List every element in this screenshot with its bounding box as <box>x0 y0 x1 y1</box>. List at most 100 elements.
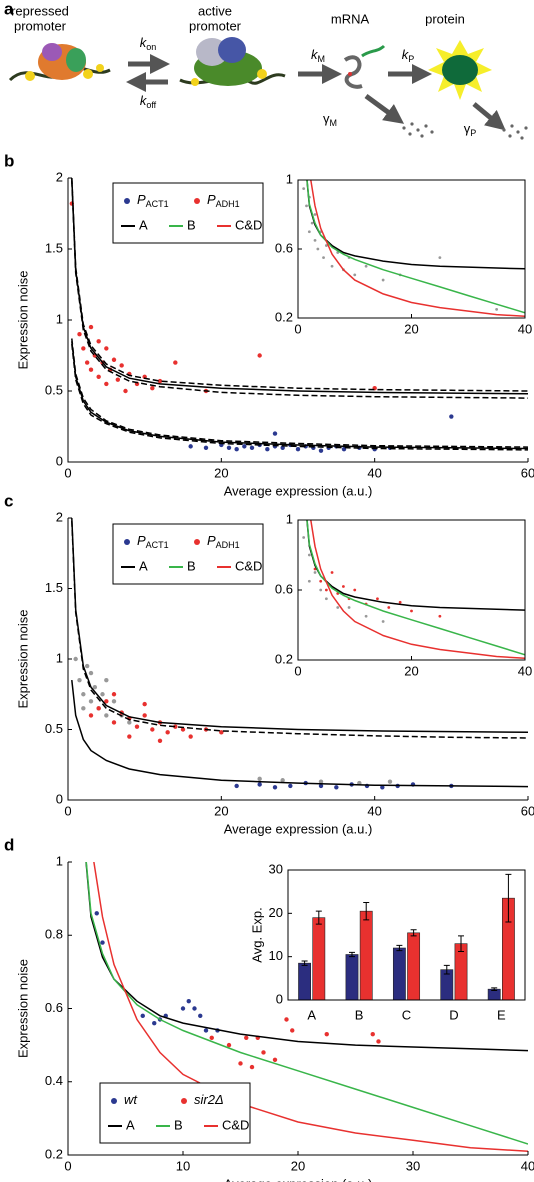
point <box>305 204 308 208</box>
legend-marker <box>124 198 130 204</box>
y-tick-label: 2 <box>56 169 63 184</box>
point <box>376 1039 381 1044</box>
point <box>104 381 109 387</box>
point <box>265 447 270 452</box>
legend-label: PACT1 <box>137 192 169 209</box>
point <box>370 1031 375 1037</box>
point <box>111 699 117 704</box>
x-axis-label: Average expression (a.u.) <box>224 1176 373 1182</box>
rate-label-sub: P <box>470 128 476 138</box>
plot-frame <box>297 519 526 661</box>
curve <box>71 520 528 739</box>
y-tick-label: 1 <box>286 171 293 186</box>
point <box>324 244 328 247</box>
inset-background <box>298 520 525 660</box>
legend-label: C&D <box>222 1117 249 1132</box>
point <box>272 1057 278 1062</box>
y-tick-label: 0.2 <box>275 651 293 666</box>
legend-label-main: P <box>137 533 146 548</box>
point <box>376 597 379 601</box>
y-tick-label: 0.2 <box>275 309 293 324</box>
point <box>380 785 385 790</box>
rate-label-sub: on <box>146 42 156 52</box>
bar <box>407 932 421 1001</box>
plot-frame <box>297 179 526 319</box>
point <box>324 1031 329 1037</box>
legend-label-sub: ADH1 <box>216 199 240 209</box>
point <box>203 445 209 450</box>
plot-area <box>85 862 528 1153</box>
point <box>123 388 128 394</box>
curve <box>93 862 528 1153</box>
point <box>318 448 324 453</box>
point <box>381 620 385 623</box>
point <box>84 663 90 669</box>
point <box>330 571 334 574</box>
legend-label: PACT1 <box>137 533 169 550</box>
point <box>188 444 193 449</box>
rate-label-sub: P <box>408 54 414 64</box>
schematic-drawing <box>8 37 528 140</box>
y-axis-label: Expression noise <box>15 271 30 370</box>
point <box>104 346 109 351</box>
axes <box>67 862 528 1156</box>
point <box>295 447 301 452</box>
plot-area <box>69 178 528 453</box>
point <box>104 713 109 718</box>
point <box>127 734 132 739</box>
error-bar <box>301 960 308 966</box>
error-bar <box>491 987 498 991</box>
point <box>88 324 94 330</box>
point <box>88 670 94 676</box>
point <box>88 367 94 372</box>
y-tick-label: 20 <box>269 905 283 920</box>
legend-label-main: wt <box>124 1092 138 1107</box>
point <box>438 614 442 618</box>
point <box>257 776 262 782</box>
point <box>142 701 147 707</box>
curve <box>71 341 528 450</box>
inset-background <box>288 870 525 1000</box>
point <box>318 783 324 789</box>
x-tick-label: 30 <box>406 1158 420 1173</box>
x-tick-label: 20 <box>404 321 418 336</box>
point <box>150 727 155 732</box>
point <box>81 706 86 711</box>
rate-label-main: k <box>140 93 148 108</box>
point <box>100 940 105 945</box>
point <box>353 273 357 277</box>
point <box>319 588 323 592</box>
legend-label-main: sir2Δ <box>194 1092 224 1107</box>
point <box>288 783 293 789</box>
x-tick-label: D <box>449 1007 458 1022</box>
y-tick-label: 0.8 <box>45 927 63 942</box>
curve <box>71 180 528 399</box>
point <box>88 699 94 704</box>
point <box>387 606 391 609</box>
point <box>157 738 163 743</box>
curve <box>71 178 528 392</box>
point <box>173 360 178 365</box>
point <box>280 778 285 783</box>
point <box>302 187 306 191</box>
error-bar <box>315 910 322 925</box>
x-tick-label: 10 <box>176 1158 190 1173</box>
x-tick-label: 40 <box>521 1158 534 1173</box>
point <box>209 1035 214 1041</box>
point <box>84 360 90 365</box>
point <box>353 588 357 592</box>
panel-label: b <box>4 151 14 170</box>
curve <box>71 680 528 788</box>
rate-label-sub: M <box>330 118 338 128</box>
point <box>249 1064 255 1070</box>
x-tick-label: A <box>307 1007 316 1022</box>
point <box>165 730 170 735</box>
point <box>249 445 255 450</box>
point <box>119 363 124 368</box>
legend-label: B <box>187 558 196 573</box>
legend-label-main: P <box>207 533 216 548</box>
y-tick-label: 1 <box>56 853 63 868</box>
curve <box>85 862 528 1145</box>
legend-marker <box>194 539 200 545</box>
